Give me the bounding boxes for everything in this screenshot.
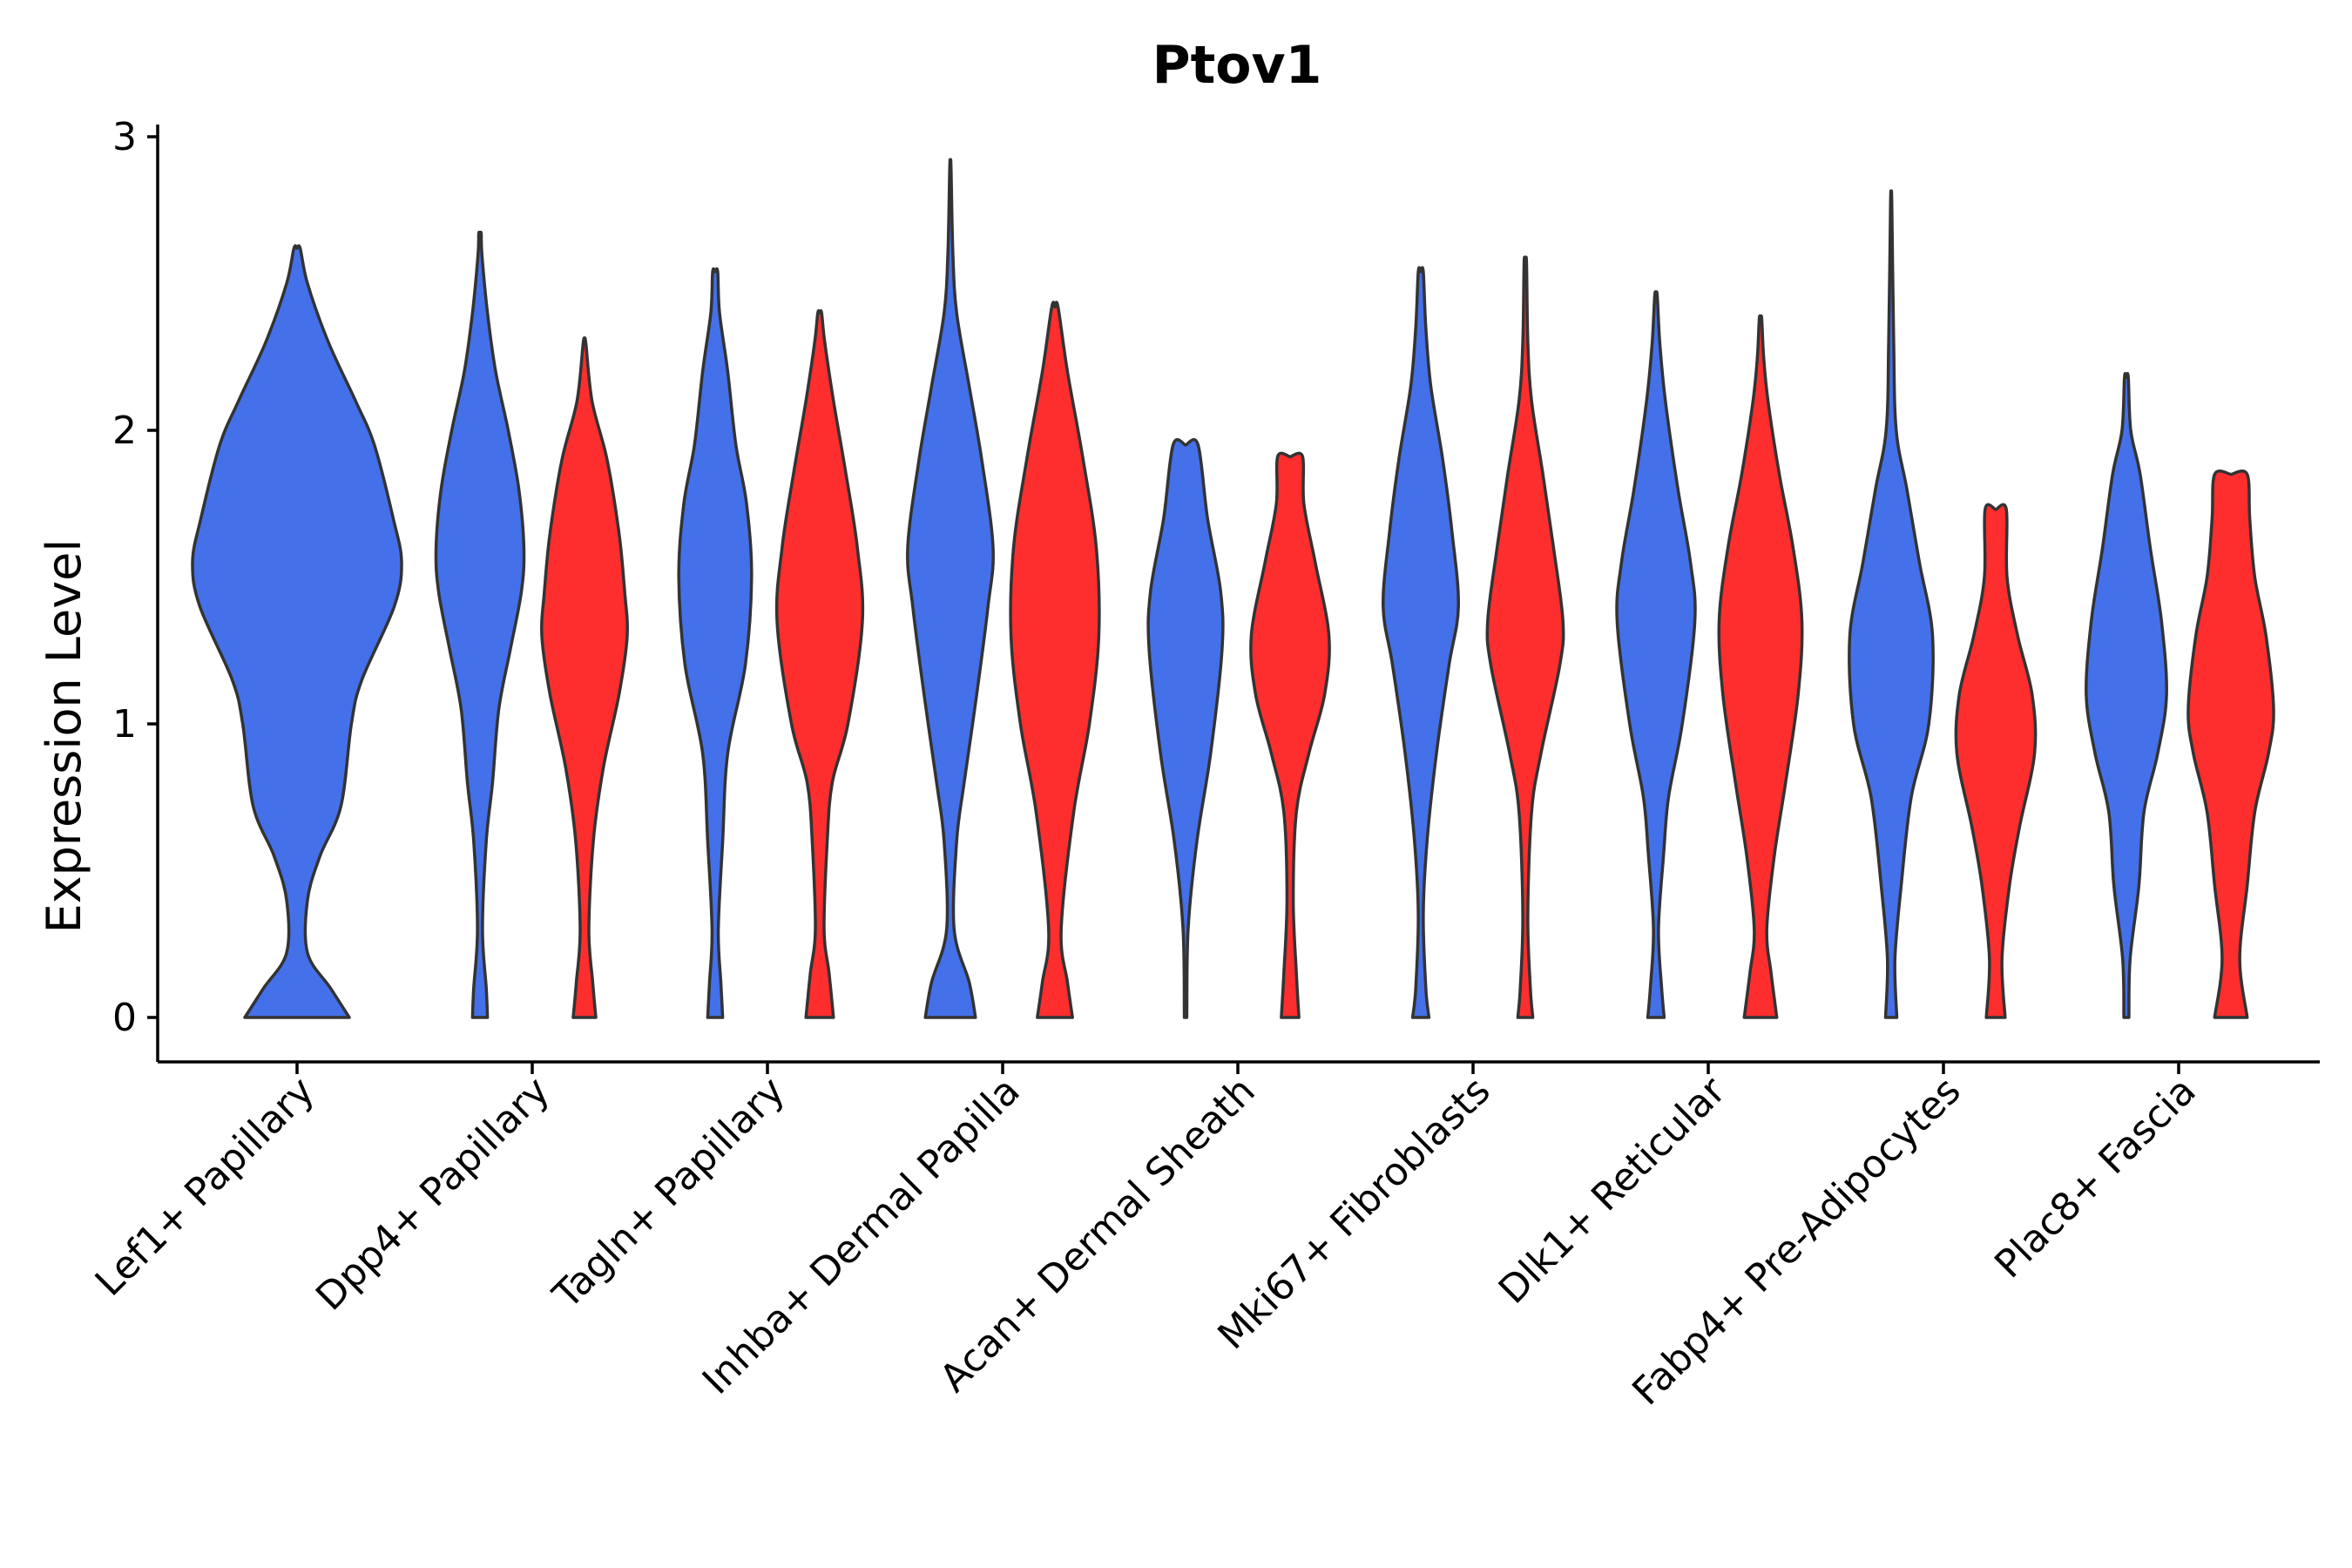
chart-title: Ptov1 xyxy=(1152,35,1322,96)
y-tick-label: 2 xyxy=(112,409,137,453)
y-tick-label: 0 xyxy=(112,996,137,1040)
y-tick-label: 1 xyxy=(112,702,137,747)
violin-3-series-2 xyxy=(774,308,865,1019)
violin-8-series-2 xyxy=(1954,503,2038,1019)
y-axis-label: Expression Level xyxy=(37,539,91,934)
violin-7-series-1 xyxy=(1615,290,1697,1019)
violin-9-series-2 xyxy=(2186,470,2275,1019)
violins-group xyxy=(191,158,2275,1019)
violin-6-series-2 xyxy=(1485,255,1565,1019)
x-tick-label: Dlk1+ Reticular xyxy=(1490,1068,1735,1313)
x-tick-label: Tagln+ Papillary xyxy=(544,1069,794,1318)
y-ticks-group: 0 1 2 3 xyxy=(112,115,158,1040)
violin-2-series-2 xyxy=(540,336,629,1019)
x-tick-label: Mki67+ Fibroblasts xyxy=(1209,1069,1498,1358)
violin-4-series-2 xyxy=(1009,301,1101,1019)
violin-7-series-2 xyxy=(1717,314,1804,1019)
violin-8-series-1 xyxy=(1848,189,1935,1019)
violin-4-series-1 xyxy=(906,158,995,1019)
violin-6-series-1 xyxy=(1382,266,1460,1019)
y-tick-label: 3 xyxy=(112,115,137,159)
violin-9-series-1 xyxy=(2085,372,2168,1019)
violin-3-series-1 xyxy=(677,267,754,1019)
violin-2-series-1 xyxy=(434,230,526,1019)
violin-1-series-1 xyxy=(191,244,403,1019)
violin-5-series-2 xyxy=(1249,451,1331,1019)
x-tick-label: Lef1+ Papillary xyxy=(87,1069,323,1305)
violin-5-series-1 xyxy=(1146,437,1225,1019)
x-tick-label: Dpp4+ Papillary xyxy=(308,1069,558,1320)
x-tick-label: Plac8+ Fascia xyxy=(1986,1069,2205,1288)
